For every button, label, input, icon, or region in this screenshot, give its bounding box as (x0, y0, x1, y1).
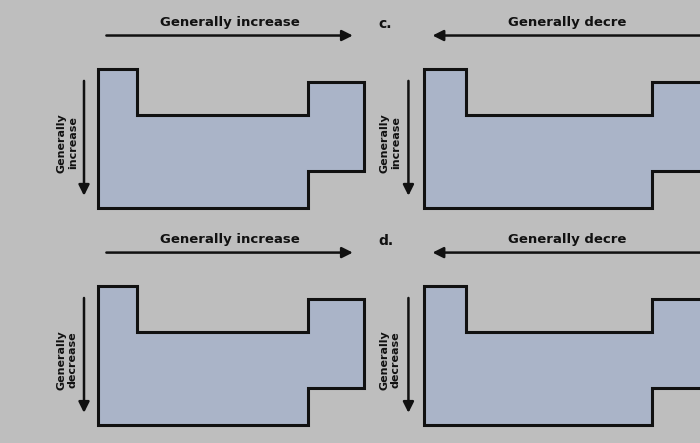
Polygon shape (98, 286, 364, 425)
Polygon shape (98, 69, 364, 208)
Text: Generally
increase: Generally increase (379, 113, 401, 173)
Polygon shape (424, 286, 700, 425)
Text: Generally
decrease: Generally decrease (379, 330, 401, 390)
Text: Generally
decrease: Generally decrease (57, 330, 78, 390)
Text: d.: d. (378, 234, 393, 248)
Polygon shape (424, 69, 700, 208)
Text: Generally
increase: Generally increase (57, 113, 78, 173)
Text: c.: c. (378, 17, 391, 31)
Text: Generally decre: Generally decre (508, 16, 626, 29)
Text: Generally increase: Generally increase (160, 233, 300, 246)
Text: Generally increase: Generally increase (160, 16, 300, 29)
Text: Generally decre: Generally decre (508, 233, 626, 246)
